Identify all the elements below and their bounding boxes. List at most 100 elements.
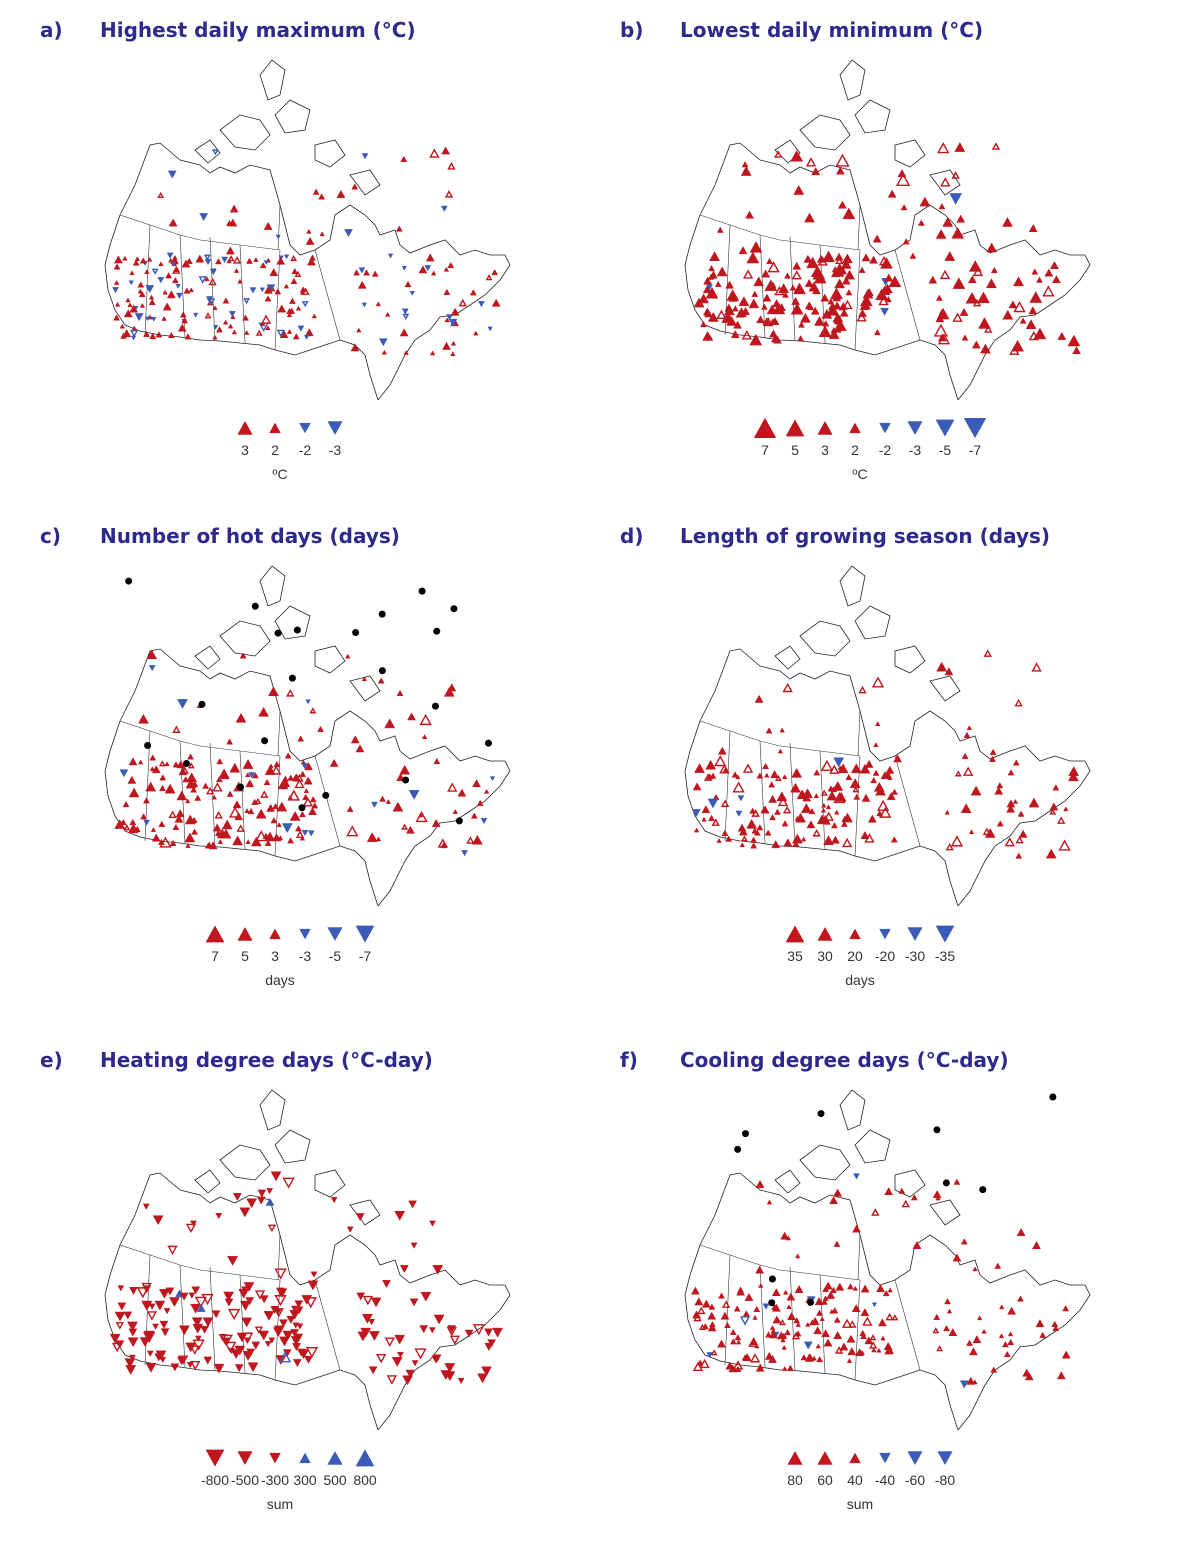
station-marker — [848, 1320, 857, 1328]
station-marker — [1035, 1319, 1045, 1328]
legend-unit: ºC — [852, 466, 868, 482]
legend-symbols — [787, 1451, 953, 1465]
station-marker — [299, 770, 307, 777]
station-marker — [172, 725, 181, 733]
station-marker — [779, 1319, 786, 1326]
station-marker — [132, 259, 140, 266]
station-marker — [816, 1355, 824, 1363]
station-marker — [746, 818, 758, 829]
station-dot — [261, 737, 269, 745]
station-marker — [860, 1284, 870, 1293]
station-marker — [784, 272, 791, 279]
panel-e: e) Heating degree days (°C-day) -800 -500… — [0, 1030, 600, 1540]
station-marker — [742, 1310, 750, 1317]
station-marker — [790, 302, 804, 315]
station-marker — [471, 834, 483, 845]
station-marker — [129, 304, 139, 313]
station-marker — [263, 285, 273, 294]
station-marker — [264, 1341, 272, 1348]
station-marker — [741, 161, 749, 168]
station-dot — [402, 776, 410, 784]
station-marker — [154, 1353, 164, 1362]
station-marker — [996, 782, 1004, 789]
legend-symbol — [355, 1449, 375, 1467]
station-marker — [919, 196, 931, 207]
station-marker — [461, 850, 468, 857]
station-marker — [813, 1326, 823, 1335]
station-marker — [984, 325, 993, 333]
station-marker — [750, 842, 758, 849]
station-marker — [756, 772, 764, 779]
arctic-island — [349, 675, 381, 702]
station-marker — [1001, 1341, 1009, 1348]
station-marker — [159, 1356, 167, 1364]
station-marker — [169, 839, 177, 847]
legend-symbols — [785, 925, 955, 943]
station-marker — [443, 266, 450, 272]
station-marker — [232, 800, 242, 809]
station-marker — [184, 832, 196, 843]
station-marker — [972, 1266, 978, 1272]
station-dot — [742, 1130, 750, 1138]
station-marker — [782, 1365, 788, 1371]
station-marker — [268, 1337, 276, 1344]
station-marker — [700, 320, 707, 328]
station-marker — [112, 287, 119, 294]
station-marker — [786, 1364, 794, 1371]
station-marker — [952, 1253, 962, 1262]
station-marker — [842, 299, 853, 310]
station-marker — [984, 827, 996, 838]
station-marker — [452, 809, 458, 814]
station-marker — [882, 1289, 890, 1297]
station-marker — [176, 790, 188, 801]
station-marker — [725, 280, 735, 289]
station-marker — [691, 1286, 700, 1295]
station-marker — [949, 193, 963, 205]
station-marker — [166, 290, 176, 299]
station-marker — [707, 798, 719, 809]
station-marker — [227, 1308, 241, 1321]
station-marker — [1058, 839, 1071, 851]
station-marker — [971, 340, 981, 349]
station-marker — [1028, 306, 1038, 315]
station-marker — [274, 1295, 287, 1307]
station-marker — [218, 1333, 227, 1342]
station-marker — [290, 277, 298, 285]
station-marker — [381, 349, 388, 355]
station-marker — [386, 1375, 398, 1385]
station-dot — [484, 739, 492, 747]
arctic-island — [194, 645, 221, 670]
station-marker — [304, 1297, 317, 1309]
station-marker — [869, 255, 878, 264]
station-marker — [827, 298, 835, 305]
legend-label: 80 — [787, 1472, 803, 1488]
station-marker — [387, 253, 394, 259]
station-marker — [771, 334, 780, 343]
station-marker — [800, 1354, 808, 1361]
station-marker — [151, 833, 161, 842]
legend-unit: days — [845, 972, 875, 988]
station-marker — [114, 1311, 126, 1322]
station-marker — [760, 303, 768, 310]
station-marker — [458, 298, 467, 307]
station-marker — [755, 1265, 765, 1274]
station-marker — [185, 778, 197, 789]
station-marker — [308, 807, 317, 815]
station-marker — [305, 699, 311, 705]
station-marker — [1031, 268, 1039, 275]
station-marker — [211, 794, 217, 800]
station-marker — [283, 283, 290, 289]
station-marker — [826, 790, 838, 801]
legend-label: -7 — [358, 948, 372, 964]
station-marker — [384, 718, 396, 729]
station-marker — [818, 325, 832, 337]
station-marker — [433, 1314, 445, 1325]
station-marker — [242, 1304, 249, 1311]
station-marker — [998, 1333, 1005, 1339]
station-marker — [276, 256, 286, 265]
station-marker — [350, 735, 360, 744]
station-marker — [260, 790, 269, 798]
station-marker — [429, 350, 436, 356]
station-marker — [779, 727, 785, 733]
station-marker — [356, 327, 362, 333]
